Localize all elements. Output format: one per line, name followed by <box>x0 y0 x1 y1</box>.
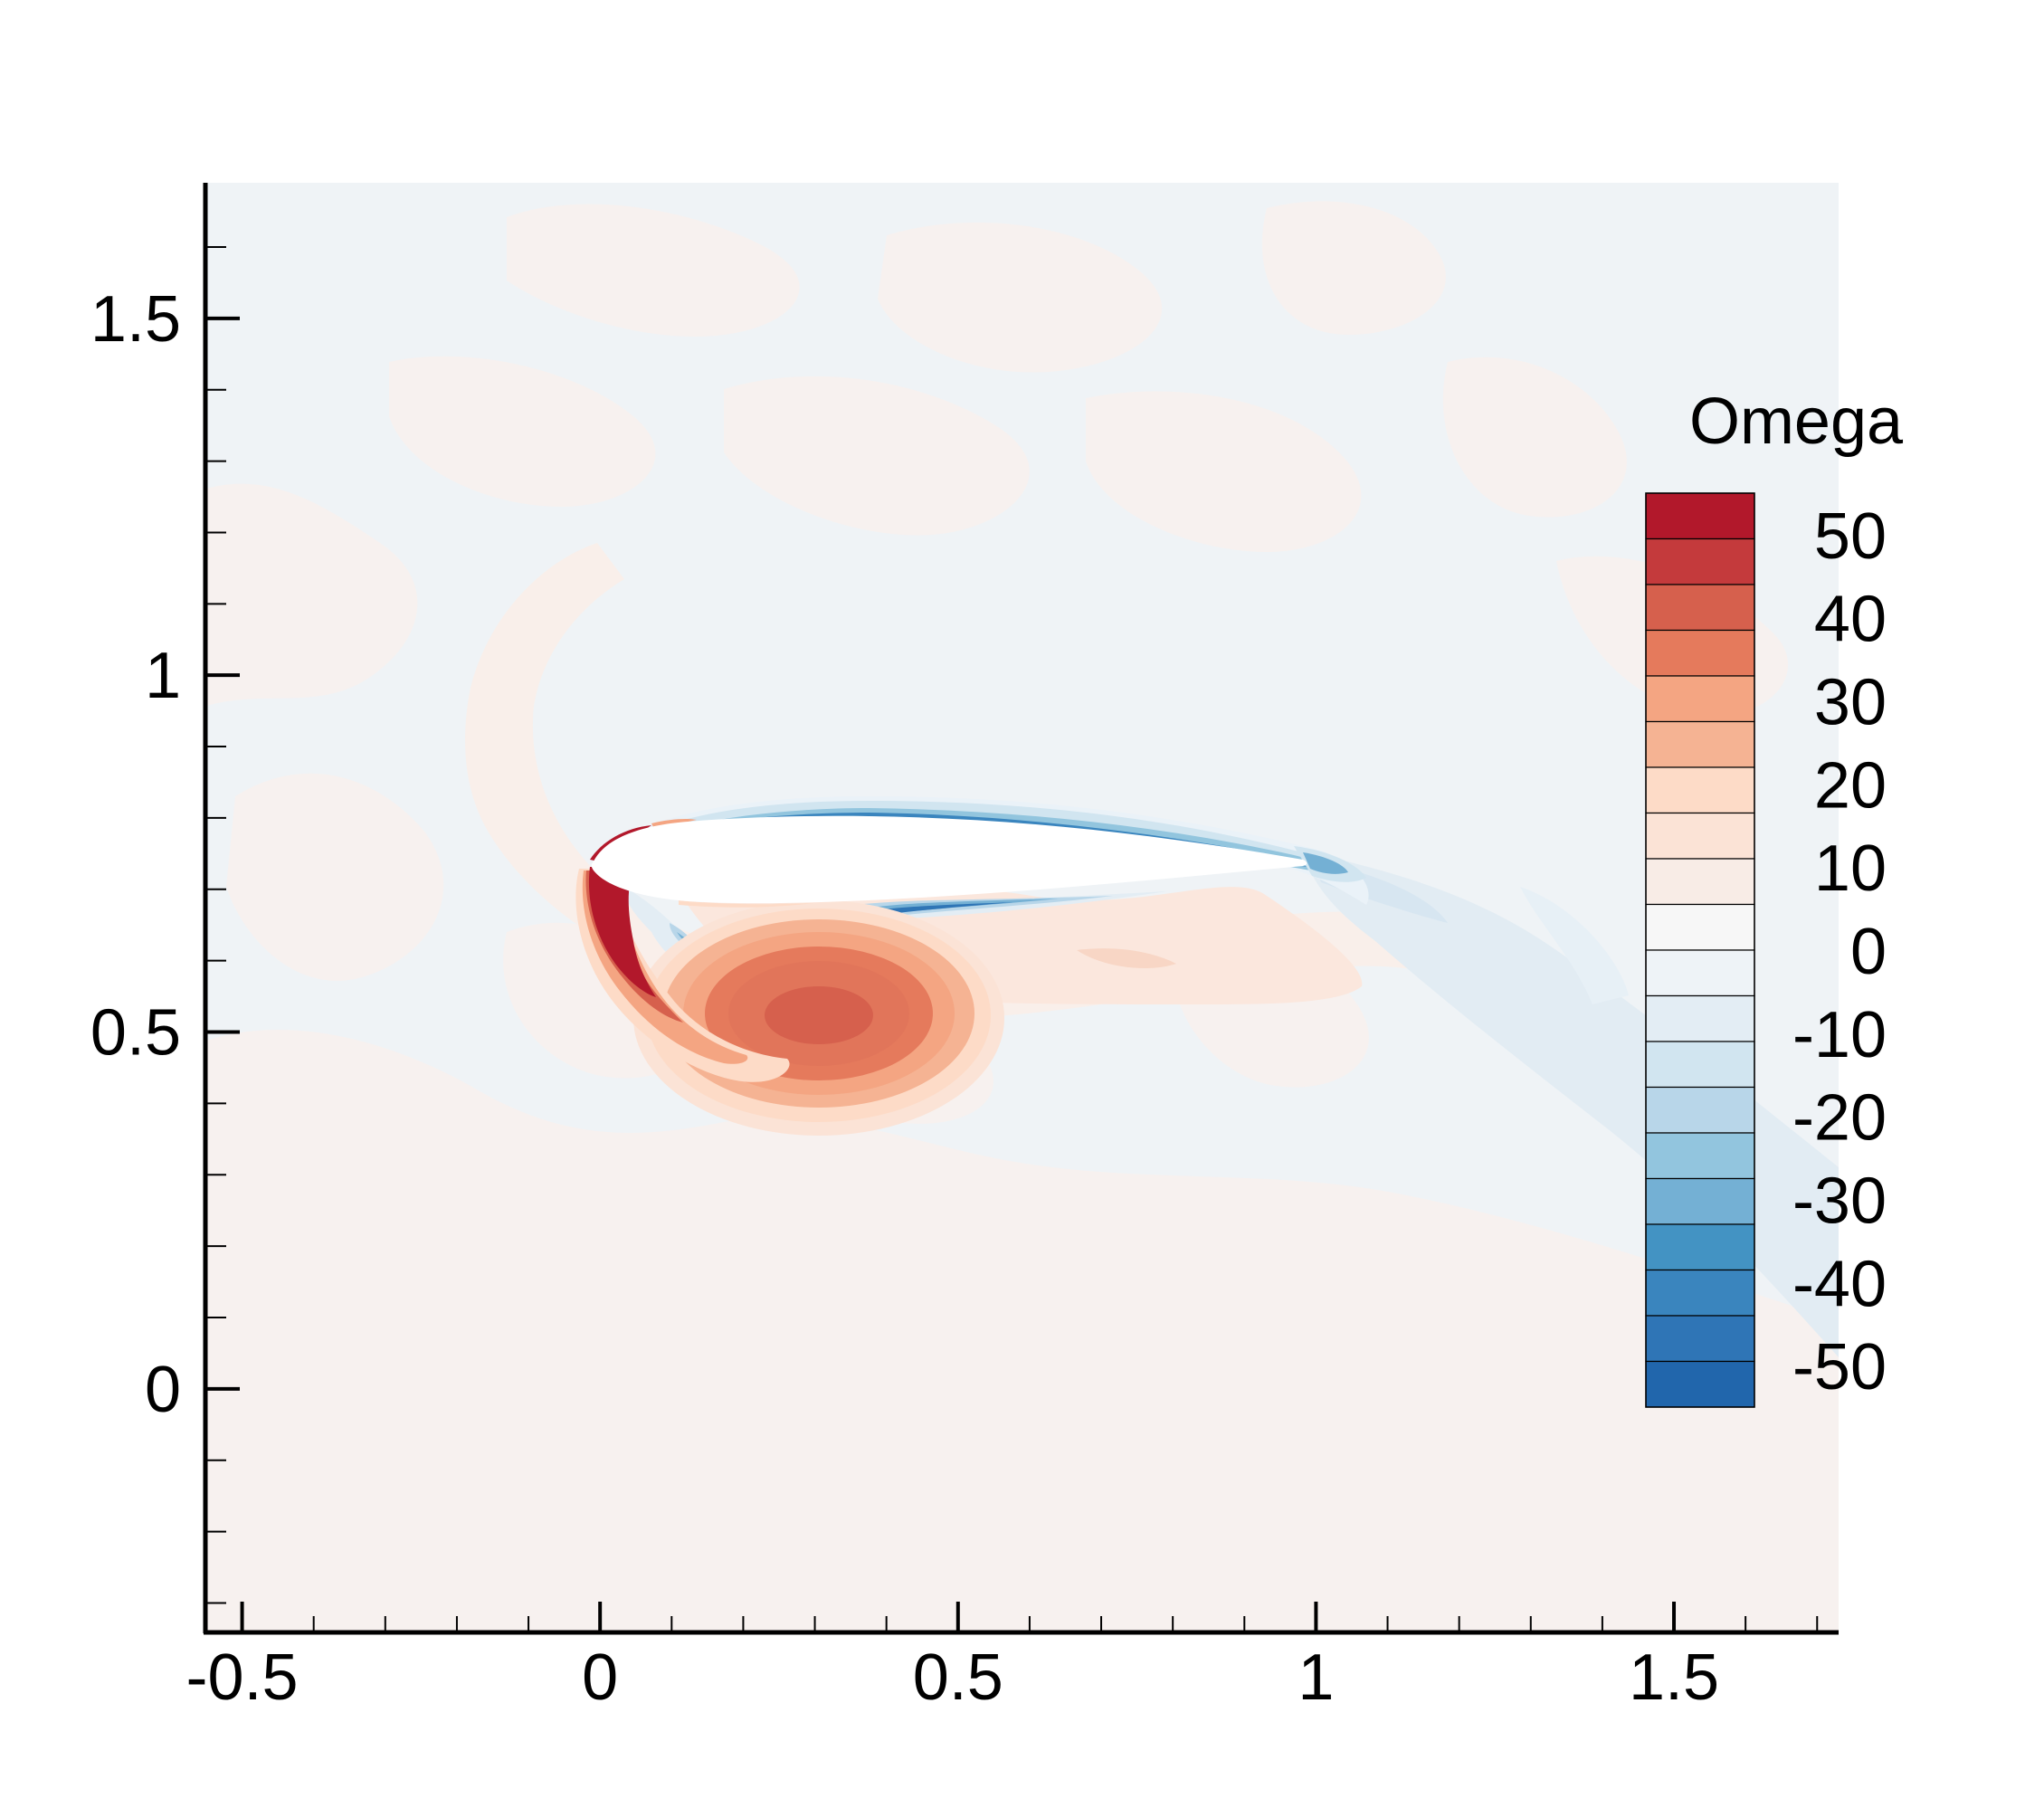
colorbar-swatch <box>1645 1132 1755 1180</box>
airfoil <box>591 815 1307 904</box>
colorbar-tick-label: -30 <box>1792 1165 1887 1237</box>
x-axis-tick-labels: -0.5 0 0.5 1 1.5 <box>186 1641 1720 1714</box>
plot-area <box>206 183 1839 1631</box>
colorbar-frame <box>1645 492 1755 1408</box>
colorbar-tick-label: -10 <box>1792 999 1887 1071</box>
colorbar-tick-label: 40 <box>1814 584 1887 656</box>
colorbar-swatches <box>1645 492 1755 1408</box>
colorbar-tick-labels: 50 40 30 20 10 0 -10 -20 -30 -40 -50 <box>1792 500 1887 1403</box>
y-tick-label: 0 <box>145 1354 181 1426</box>
y-tick-label: 1.5 <box>90 283 181 356</box>
colorbar-swatch <box>1645 492 1755 540</box>
colorbar-swatch <box>1645 584 1755 632</box>
colorbar-swatch <box>1645 949 1755 997</box>
colorbar-swatch <box>1645 1360 1755 1408</box>
colorbar-tick-label: 30 <box>1814 667 1887 739</box>
colorbar-swatch <box>1645 1315 1755 1363</box>
colorbar-title: Omega <box>1689 385 1904 458</box>
y-tick-label: 0.5 <box>90 997 181 1070</box>
wake-streak <box>1520 887 1629 1004</box>
x-tick-label: 1 <box>1298 1641 1334 1714</box>
colorbar-swatch <box>1645 994 1755 1042</box>
colorbar-tick-label: 10 <box>1814 832 1887 905</box>
colorbar-tick-label: -50 <box>1792 1331 1887 1403</box>
colorbar-swatch <box>1645 766 1755 814</box>
x-tick-label: -0.5 <box>186 1641 299 1714</box>
colorbar-swatch <box>1645 1086 1755 1134</box>
colorbar-swatch <box>1645 858 1755 906</box>
colorbar-swatch <box>1645 1269 1755 1317</box>
y-axis-tick-labels: 0 0.5 1 1.5 <box>90 283 181 1426</box>
colorbar-swatch <box>1645 629 1755 677</box>
y-axis-ticks <box>205 245 240 1604</box>
colorbar-swatch <box>1645 1041 1755 1089</box>
x-tick-label: 0.5 <box>913 1641 1003 1714</box>
colorbar-tick-label: 50 <box>1814 500 1887 573</box>
pressure-side-positive-streak <box>1077 948 1176 968</box>
colorbar: Omega 50 40 30 20 10 0 -10 -20 -30 -40 -50 <box>1645 385 1904 1408</box>
x-tick-label: 1.5 <box>1629 1641 1719 1714</box>
colorbar-tick-label: -40 <box>1792 1248 1887 1320</box>
colorbar-swatch <box>1645 720 1755 768</box>
axes <box>203 183 1839 1635</box>
colorbar-swatch <box>1645 1177 1755 1225</box>
y-tick-label: 1 <box>145 640 181 712</box>
x-tick-label: 0 <box>582 1641 618 1714</box>
wake-negative-region <box>1303 851 1839 1357</box>
colorbar-tick-label: 20 <box>1814 749 1887 822</box>
colorbar-swatch <box>1645 1223 1755 1271</box>
colorbar-swatch <box>1645 675 1755 723</box>
x-axis-ticks <box>240 1602 1819 1632</box>
colorbar-swatch <box>1645 812 1755 860</box>
colorbar-swatch <box>1645 537 1755 585</box>
colorbar-swatch <box>1645 903 1755 951</box>
colorbar-tick-label: -20 <box>1792 1082 1887 1155</box>
colorbar-tick-label: 0 <box>1850 916 1887 988</box>
